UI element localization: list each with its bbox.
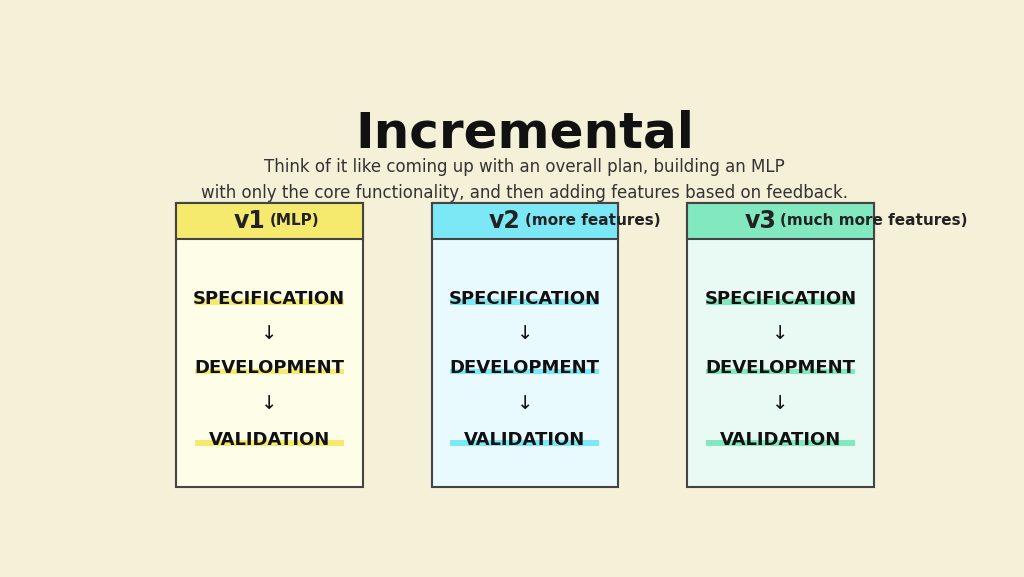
FancyBboxPatch shape: [176, 203, 362, 239]
Text: (MLP): (MLP): [269, 213, 318, 228]
FancyBboxPatch shape: [687, 203, 873, 487]
Text: Think of it like coming up with an overall plan, building an MLP
with only the c: Think of it like coming up with an overa…: [202, 158, 848, 203]
FancyBboxPatch shape: [195, 440, 344, 446]
Text: ↓: ↓: [517, 395, 532, 414]
FancyBboxPatch shape: [431, 203, 618, 487]
Text: (much more features): (much more features): [780, 213, 968, 228]
FancyBboxPatch shape: [195, 299, 344, 305]
Text: ↓: ↓: [261, 395, 278, 414]
FancyBboxPatch shape: [706, 440, 855, 446]
Text: (more features): (more features): [524, 213, 660, 228]
Text: ↓: ↓: [261, 324, 278, 343]
FancyBboxPatch shape: [706, 369, 855, 374]
Text: VALIDATION: VALIDATION: [464, 431, 586, 449]
FancyBboxPatch shape: [451, 369, 599, 374]
Text: ↓: ↓: [772, 395, 788, 414]
Text: v2: v2: [489, 209, 521, 233]
Text: SPECIFICATION: SPECIFICATION: [194, 290, 345, 308]
FancyBboxPatch shape: [176, 203, 362, 487]
Text: ↓: ↓: [517, 324, 532, 343]
FancyBboxPatch shape: [195, 369, 344, 374]
FancyBboxPatch shape: [706, 299, 855, 305]
FancyBboxPatch shape: [451, 299, 599, 305]
Text: DEVELOPMENT: DEVELOPMENT: [450, 359, 600, 377]
Text: DEVELOPMENT: DEVELOPMENT: [706, 359, 855, 377]
Text: v3: v3: [744, 209, 776, 233]
Text: Incremental: Incremental: [355, 109, 694, 157]
Text: ↓: ↓: [772, 324, 788, 343]
FancyBboxPatch shape: [431, 203, 618, 239]
Text: v1: v1: [233, 209, 265, 233]
Text: DEVELOPMENT: DEVELOPMENT: [195, 359, 344, 377]
Text: SPECIFICATION: SPECIFICATION: [705, 290, 856, 308]
FancyBboxPatch shape: [451, 440, 599, 446]
Text: VALIDATION: VALIDATION: [720, 431, 841, 449]
FancyBboxPatch shape: [687, 203, 873, 239]
Text: SPECIFICATION: SPECIFICATION: [449, 290, 601, 308]
Text: VALIDATION: VALIDATION: [209, 431, 330, 449]
